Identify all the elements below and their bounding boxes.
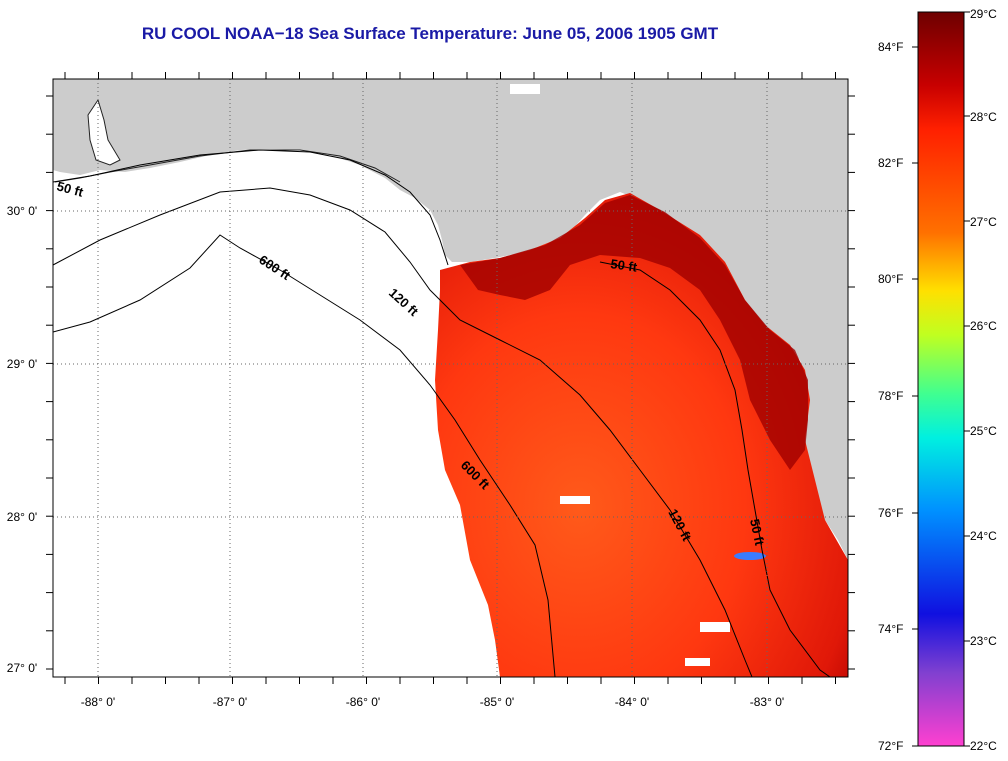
fahrenheit-label: 74°F <box>878 622 903 636</box>
celsius-label: 27°C <box>970 215 997 229</box>
longitude-label: -88° 0' <box>81 695 115 709</box>
celsius-label: 29°C <box>970 7 997 21</box>
fahrenheit-label: 72°F <box>878 739 903 753</box>
fahrenheit-label: 80°F <box>878 272 903 286</box>
latitude-label: 29° 0' <box>7 357 37 371</box>
colorbar-ticks <box>912 11 970 747</box>
cool-patch <box>734 552 766 560</box>
map-ticks <box>46 72 855 684</box>
contour-label: 50 ft <box>747 518 767 548</box>
graticule <box>53 79 848 677</box>
colorbar-scale <box>917 11 965 747</box>
longitude-label: -83° 0' <box>750 695 784 709</box>
longitude-label: -87° 0' <box>213 695 247 709</box>
contour-label: 50 ft <box>610 256 639 275</box>
celsius-label: 26°C <box>970 319 997 333</box>
map-frame <box>52 78 849 678</box>
celsius-label: 28°C <box>970 110 997 124</box>
map-area: 50 ft 600 ft 120 ft 50 ft 600 ft 120 ft … <box>53 79 848 677</box>
figure-title: RU COOL NOAA−18 Sea Surface Temperature:… <box>142 24 719 43</box>
cloud-patch <box>510 84 540 94</box>
latitude-label: 28° 0' <box>7 510 37 524</box>
cloud-patch <box>700 622 730 632</box>
celsius-label: 24°C <box>970 529 997 543</box>
bay-water <box>87 98 121 166</box>
land-northern-gulf-coast <box>53 79 848 560</box>
contour-line-600ft <box>53 234 556 677</box>
fahrenheit-label: 84°F <box>878 40 903 54</box>
fahrenheit-label: 76°F <box>878 506 903 520</box>
fahrenheit-label: 82°F <box>878 156 903 170</box>
celsius-label: 25°C <box>970 424 997 438</box>
colorbar: 29°C 28°C 27°C 26°C 25°C 24°C 23°C 22°C … <box>878 7 997 753</box>
contour-line-50ft-west <box>53 149 449 266</box>
contour-line-50ft-east <box>599 261 831 677</box>
cloud-patch <box>685 658 710 666</box>
longitude-label: -86° 0' <box>346 695 380 709</box>
latitude-label: 30° 0' <box>7 204 37 218</box>
longitude-label: -85° 0' <box>480 695 514 709</box>
celsius-label: 23°C <box>970 634 997 648</box>
cloud-patch <box>560 496 590 504</box>
longitude-label: -84° 0' <box>615 695 649 709</box>
contour-label: 50 ft <box>55 178 85 200</box>
contour-line-120ft <box>53 187 753 677</box>
latitude-label: 27° 0' <box>7 661 37 675</box>
celsius-label: 22°C <box>970 739 997 753</box>
warm-coastal-band <box>460 195 808 470</box>
fahrenheit-label: 78°F <box>878 389 903 403</box>
